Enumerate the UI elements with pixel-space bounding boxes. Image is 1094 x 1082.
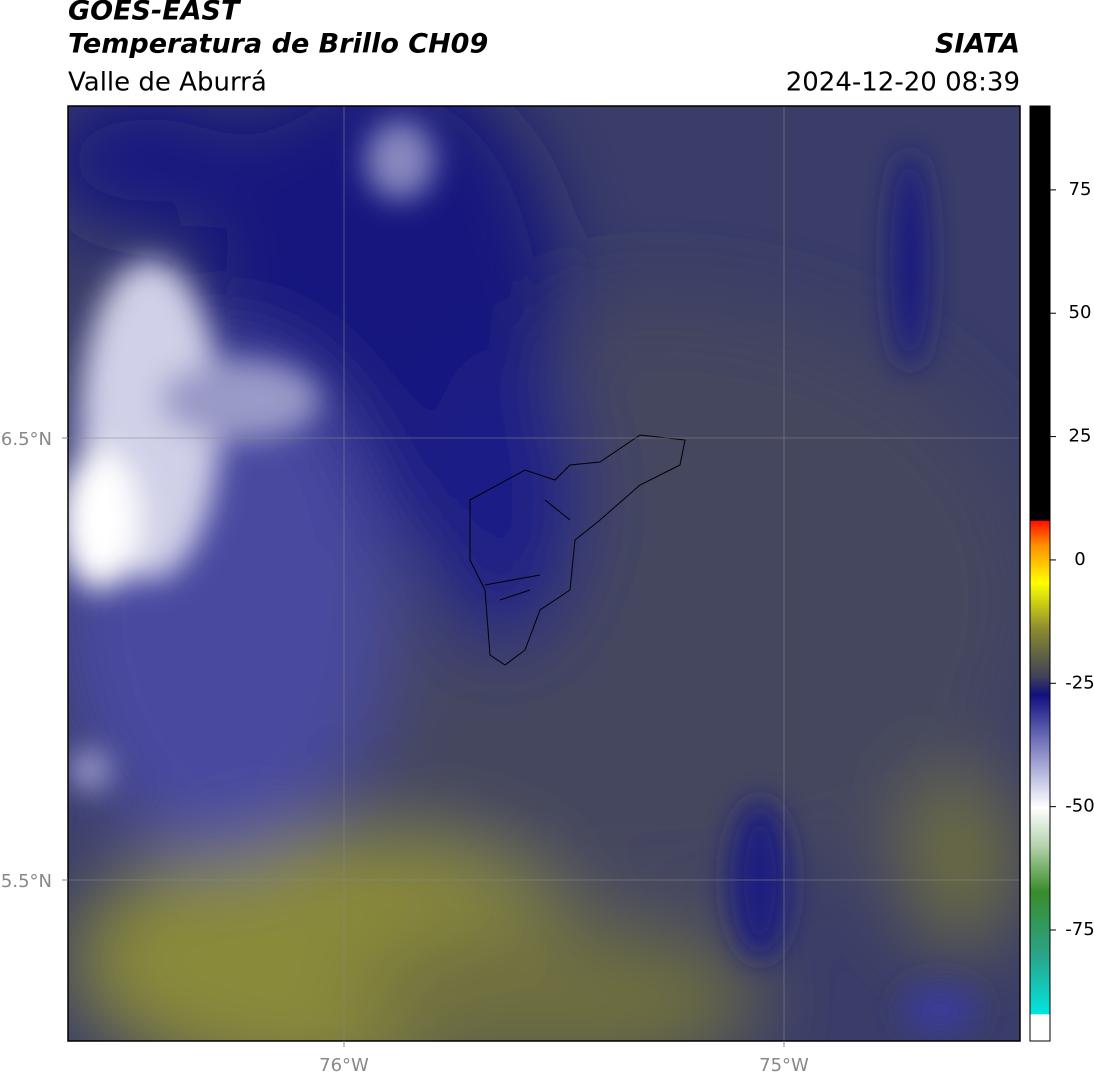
region-outline bbox=[469, 434, 686, 666]
lat-label: 6.5°N bbox=[1, 429, 52, 450]
lon-label: 76°W bbox=[319, 1055, 369, 1076]
lon-label: 75°W bbox=[759, 1055, 809, 1076]
source: SIATA bbox=[935, 29, 1020, 60]
colorbar-tick-label: 25 bbox=[1069, 426, 1092, 447]
colorbar-tick-label: 0 bbox=[1074, 549, 1085, 570]
satellite-image bbox=[68, 106, 1020, 1041]
colorbar-tick-label: -50 bbox=[1065, 796, 1094, 817]
region: Valle de Aburrá bbox=[68, 68, 267, 98]
subtitle: Temperatura de Brillo CH09 bbox=[68, 29, 488, 60]
graticule bbox=[68, 106, 1020, 1041]
colorbar bbox=[1029, 105, 1051, 1042]
datetime: 2024-12-20 08:39 bbox=[786, 68, 1020, 98]
colorbar-tick-label: -25 bbox=[1065, 672, 1094, 693]
colorbar-tick-label: 50 bbox=[1069, 302, 1092, 323]
map-frame bbox=[67, 105, 1021, 1042]
title: GOES-EAST bbox=[68, 0, 242, 27]
colorbar-tick-label: -75 bbox=[1065, 919, 1094, 940]
colorbar-tick-label: 75 bbox=[1069, 179, 1092, 200]
lat-label: 5.5°N bbox=[1, 871, 52, 892]
